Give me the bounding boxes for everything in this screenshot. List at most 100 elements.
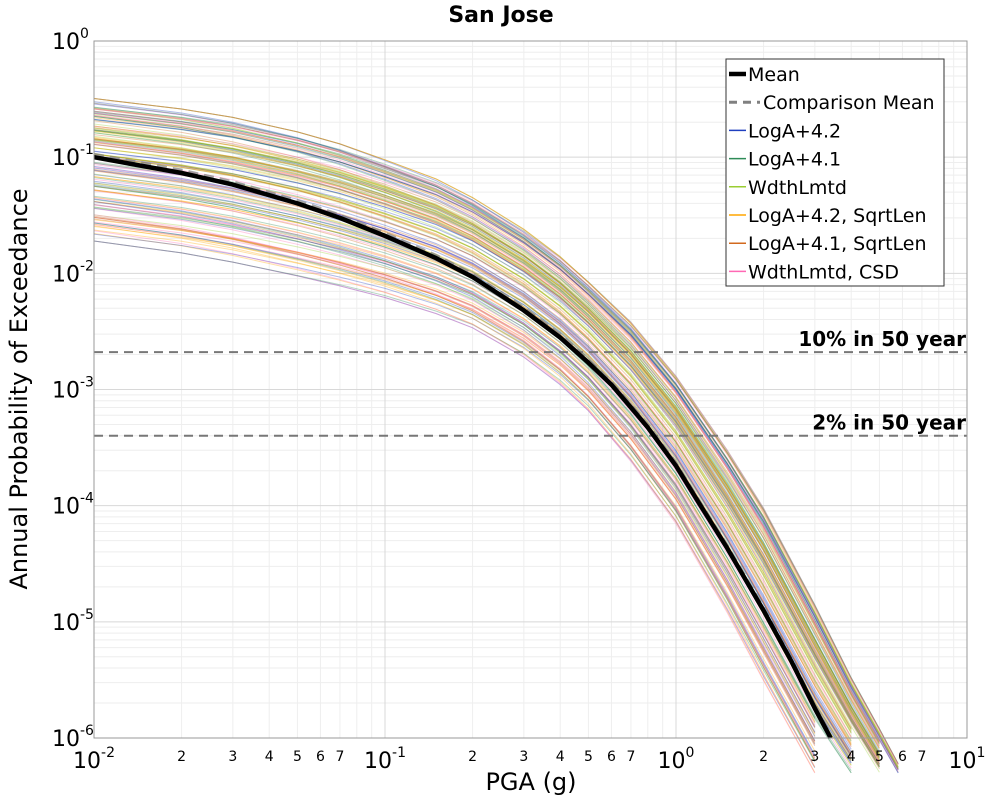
branch-curve (93, 156, 852, 730)
branch-curve (93, 132, 880, 759)
branch-curve (93, 111, 899, 765)
branch-curve (93, 153, 852, 733)
branch-curve (93, 161, 852, 742)
branch-curve (93, 132, 880, 767)
legend-entry-label: WdthLmtd, CSD (748, 261, 899, 283)
branch-curve (93, 217, 816, 746)
branch-curve (93, 129, 880, 756)
x-minor-tick-label: 2 (177, 749, 186, 765)
branch-curve (93, 108, 899, 765)
branch-curve (93, 142, 880, 765)
y-tick-label: 10-1 (52, 142, 94, 171)
branch-curve (93, 120, 880, 763)
branch-curve (93, 176, 852, 746)
branch-curve (93, 130, 880, 747)
branch-curve (93, 182, 852, 756)
branch-curve (93, 170, 852, 757)
branch-curve (93, 141, 852, 729)
legend-entry-label: Comparison Mean (763, 92, 935, 114)
branch-curve (93, 214, 816, 727)
y-tick-label: 100 (52, 26, 89, 55)
branch-curve (93, 230, 816, 774)
x-minor-tick-label: 6 (607, 749, 616, 765)
branch-curve (93, 147, 852, 732)
y-tick-label: 10-6 (52, 723, 94, 752)
branch-curve (93, 197, 816, 726)
branch-curve (93, 185, 816, 719)
branch-curve (93, 158, 852, 748)
branch-curve (93, 185, 852, 754)
branch-curve (93, 123, 880, 758)
y-tick-label: 10-3 (52, 375, 94, 404)
legend-entry-label: LogA+4.2, SqrtLen (748, 205, 927, 227)
branch-curve (93, 127, 880, 760)
x-minor-tick-label: 2 (468, 749, 477, 765)
branch-curve (93, 224, 816, 744)
legend: Mean Comparison Mean LogA+4.2 LogA+4.1 WdthL… (725, 58, 945, 287)
hazard-curves (93, 98, 899, 774)
x-minor-tick-label: 5 (584, 749, 593, 765)
branch-curve (93, 115, 880, 749)
branch-curve (93, 153, 852, 747)
branch-curve (93, 153, 852, 733)
branch-curve (93, 196, 816, 724)
branch-curve (93, 125, 899, 773)
y-tick-label: 10-4 (52, 491, 94, 520)
branch-curve (93, 102, 880, 747)
branch-curve (93, 216, 816, 745)
branch-curve (93, 135, 880, 773)
mean-curve-group (93, 154, 833, 740)
branch-curve (93, 153, 852, 744)
branch-curve (93, 114, 880, 743)
x-minor-tick-label: 3 (228, 749, 237, 765)
reference-lines: 10% in 50 year 2% in 50 year (94, 327, 967, 437)
x-minor-tick-label: 7 (917, 749, 926, 765)
branch-curve (93, 137, 852, 728)
branch-curve (93, 110, 880, 743)
branch-curve (93, 143, 880, 762)
branch-curve (93, 174, 852, 756)
branch-curve (93, 112, 899, 768)
legend-entry-label: Mean (748, 64, 800, 86)
branch-curve (93, 208, 816, 742)
branch-curve (93, 134, 880, 749)
branch-curve (93, 130, 880, 760)
branch-curve (93, 218, 816, 742)
y-tick-label: 10-5 (52, 607, 94, 636)
branch-curve (93, 130, 880, 745)
branch-curve (93, 103, 899, 771)
branch-curve (93, 225, 816, 768)
branch-curve (93, 130, 880, 750)
branch-curve (93, 164, 852, 739)
branch-curve (93, 112, 899, 770)
branch-curve (93, 125, 880, 758)
branch-curve (93, 204, 816, 729)
branch-curve (93, 138, 880, 754)
chart-title: San Jose (448, 3, 553, 28)
branch-curve (93, 147, 880, 761)
x-minor-tick-label: 2 (759, 749, 768, 765)
branch-curve (93, 138, 880, 758)
legend-box (725, 58, 945, 287)
branch-curve (93, 198, 816, 733)
branch-curve (93, 113, 899, 768)
branch-curve (93, 139, 880, 760)
y-tick-labels: 100 10-1 10-2 10-3 10-4 10-5 10-6 (52, 26, 94, 752)
x-minor-tick-label: 5 (293, 749, 302, 765)
branch-curve (93, 155, 880, 768)
branch-curve (93, 153, 852, 734)
x-minor-tick-label: 5 (875, 749, 884, 765)
branch-curve (93, 136, 880, 765)
x-minor-tick-label: 3 (519, 749, 528, 765)
branch-curve (93, 155, 852, 731)
branch-curve (93, 204, 816, 745)
branch-curve (93, 221, 816, 737)
branch-curve (93, 108, 899, 765)
legend-entry-label: LogA+4.2 (748, 120, 841, 142)
branch-curve (93, 107, 899, 765)
branch-curve (93, 118, 899, 771)
branch-curve (93, 169, 852, 750)
branch-curve (93, 125, 880, 756)
branch-curve (93, 153, 852, 745)
